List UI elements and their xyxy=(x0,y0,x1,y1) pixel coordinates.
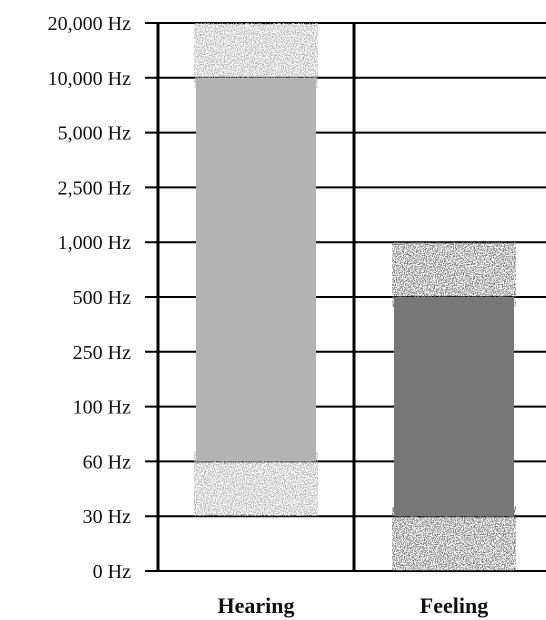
bar-fuzzy-top-hearing xyxy=(194,23,318,88)
bar-fuzzy-bottom-hearing xyxy=(194,451,318,517)
y-tick-label: 500 Hz xyxy=(73,287,131,309)
y-tick-label: 10,000 Hz xyxy=(48,68,131,90)
bar-hearing xyxy=(196,77,316,462)
x-category-label: Hearing xyxy=(218,593,295,618)
y-tick-label: 60 Hz xyxy=(83,451,131,473)
y-tick-label: 20,000 Hz xyxy=(48,13,131,35)
y-tick-label: 0 Hz xyxy=(93,561,131,583)
bar-fuzzy-bottom-feeling xyxy=(392,506,516,571)
y-tick-label: 2,500 Hz xyxy=(58,177,131,199)
y-tick-label: 5,000 Hz xyxy=(58,123,131,145)
y-tick-label: 250 Hz xyxy=(73,342,131,364)
y-tick-label: 1,000 Hz xyxy=(58,232,131,254)
bar-fuzzy-top-feeling xyxy=(392,242,516,307)
y-tick-label: 100 Hz xyxy=(73,397,131,419)
range-bars xyxy=(194,23,516,571)
axes xyxy=(156,22,356,572)
bar-feeling xyxy=(394,297,514,517)
y-tick-label: 30 Hz xyxy=(83,506,131,528)
x-category-label: Feeling xyxy=(420,593,488,618)
labels: 0 Hz 30 Hz 60 Hz 100 Hz 250 Hz 500 Hz 1,000 Hz… xyxy=(48,13,489,618)
